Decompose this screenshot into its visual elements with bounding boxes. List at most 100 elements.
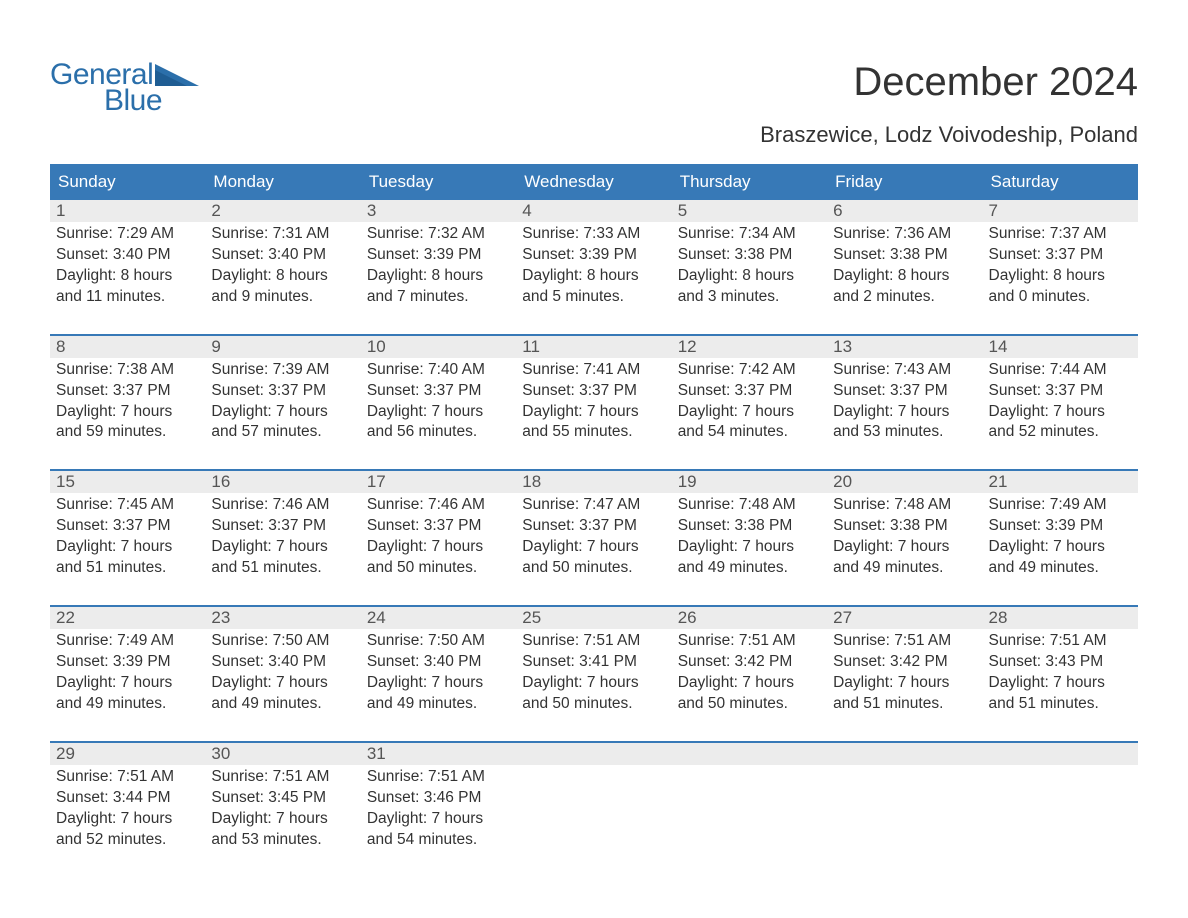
detail-d2: and 51 minutes. bbox=[989, 694, 1130, 715]
detail-d2: and 53 minutes. bbox=[833, 422, 974, 443]
day-number: 18 bbox=[516, 471, 671, 493]
detail-d1: Daylight: 7 hours bbox=[833, 673, 974, 694]
day-detail bbox=[983, 765, 1138, 851]
daynum-row: 293031 bbox=[50, 743, 1138, 765]
detail-sr: Sunrise: 7:37 AM bbox=[989, 224, 1130, 245]
detail-d1: Daylight: 7 hours bbox=[989, 402, 1130, 423]
detail-d2: and 49 minutes. bbox=[989, 558, 1130, 579]
detail-d1: Daylight: 7 hours bbox=[989, 537, 1130, 558]
detail-sr: Sunrise: 7:45 AM bbox=[56, 495, 197, 516]
day-detail: Sunrise: 7:49 AMSunset: 3:39 PMDaylight:… bbox=[50, 629, 205, 715]
detail-d2: and 50 minutes. bbox=[678, 694, 819, 715]
detail-d1: Daylight: 7 hours bbox=[833, 537, 974, 558]
detail-row: Sunrise: 7:38 AMSunset: 3:37 PMDaylight:… bbox=[50, 358, 1138, 470]
logo: General Blue bbox=[50, 60, 199, 116]
detail-d1: Daylight: 7 hours bbox=[211, 537, 352, 558]
day-detail: Sunrise: 7:49 AMSunset: 3:39 PMDaylight:… bbox=[983, 493, 1138, 579]
day-detail: Sunrise: 7:48 AMSunset: 3:38 PMDaylight:… bbox=[672, 493, 827, 579]
detail-ss: Sunset: 3:44 PM bbox=[56, 788, 197, 809]
detail-row: Sunrise: 7:29 AMSunset: 3:40 PMDaylight:… bbox=[50, 222, 1138, 334]
detail-d1: Daylight: 8 hours bbox=[522, 266, 663, 287]
detail-sr: Sunrise: 7:47 AM bbox=[522, 495, 663, 516]
detail-sr: Sunrise: 7:51 AM bbox=[522, 631, 663, 652]
detail-sr: Sunrise: 7:51 AM bbox=[678, 631, 819, 652]
detail-ss: Sunset: 3:45 PM bbox=[211, 788, 352, 809]
detail-sr: Sunrise: 7:40 AM bbox=[367, 360, 508, 381]
day-detail: Sunrise: 7:48 AMSunset: 3:38 PMDaylight:… bbox=[827, 493, 982, 579]
detail-d1: Daylight: 7 hours bbox=[211, 809, 352, 830]
detail-d1: Daylight: 7 hours bbox=[56, 402, 197, 423]
detail-ss: Sunset: 3:37 PM bbox=[833, 381, 974, 402]
daynum-row: 22232425262728 bbox=[50, 607, 1138, 629]
day-number: 12 bbox=[672, 336, 827, 358]
detail-row: Sunrise: 7:45 AMSunset: 3:37 PMDaylight:… bbox=[50, 493, 1138, 605]
detail-d1: Daylight: 7 hours bbox=[56, 809, 197, 830]
detail-d1: Daylight: 7 hours bbox=[56, 673, 197, 694]
day-number: 27 bbox=[827, 607, 982, 629]
detail-row: Sunrise: 7:51 AMSunset: 3:44 PMDaylight:… bbox=[50, 765, 1138, 861]
day-detail: Sunrise: 7:43 AMSunset: 3:37 PMDaylight:… bbox=[827, 358, 982, 444]
detail-ss: Sunset: 3:39 PM bbox=[56, 652, 197, 673]
detail-d2: and 49 minutes. bbox=[678, 558, 819, 579]
day-number: 1 bbox=[50, 200, 205, 222]
week-row: 15161718192021Sunrise: 7:45 AMSunset: 3:… bbox=[50, 469, 1138, 605]
day-number: 5 bbox=[672, 200, 827, 222]
day-detail: Sunrise: 7:51 AMSunset: 3:42 PMDaylight:… bbox=[827, 629, 982, 715]
detail-ss: Sunset: 3:38 PM bbox=[833, 245, 974, 266]
detail-ss: Sunset: 3:37 PM bbox=[367, 381, 508, 402]
detail-d2: and 52 minutes. bbox=[56, 830, 197, 851]
day-detail: Sunrise: 7:37 AMSunset: 3:37 PMDaylight:… bbox=[983, 222, 1138, 308]
detail-d2: and 52 minutes. bbox=[989, 422, 1130, 443]
page-title: December 2024 bbox=[853, 60, 1138, 105]
day-detail: Sunrise: 7:33 AMSunset: 3:39 PMDaylight:… bbox=[516, 222, 671, 308]
detail-d2: and 53 minutes. bbox=[211, 830, 352, 851]
day-detail: Sunrise: 7:51 AMSunset: 3:41 PMDaylight:… bbox=[516, 629, 671, 715]
day-header: Thursday bbox=[672, 166, 827, 198]
day-detail: Sunrise: 7:51 AMSunset: 3:43 PMDaylight:… bbox=[983, 629, 1138, 715]
detail-sr: Sunrise: 7:31 AM bbox=[211, 224, 352, 245]
day-number: 25 bbox=[516, 607, 671, 629]
detail-d1: Daylight: 7 hours bbox=[211, 402, 352, 423]
detail-ss: Sunset: 3:37 PM bbox=[56, 381, 197, 402]
day-header: Monday bbox=[205, 166, 360, 198]
detail-sr: Sunrise: 7:32 AM bbox=[367, 224, 508, 245]
detail-ss: Sunset: 3:46 PM bbox=[367, 788, 508, 809]
day-detail: Sunrise: 7:36 AMSunset: 3:38 PMDaylight:… bbox=[827, 222, 982, 308]
day-detail: Sunrise: 7:45 AMSunset: 3:37 PMDaylight:… bbox=[50, 493, 205, 579]
detail-d2: and 7 minutes. bbox=[367, 287, 508, 308]
detail-d1: Daylight: 7 hours bbox=[367, 809, 508, 830]
day-detail: Sunrise: 7:41 AMSunset: 3:37 PMDaylight:… bbox=[516, 358, 671, 444]
detail-sr: Sunrise: 7:50 AM bbox=[211, 631, 352, 652]
detail-ss: Sunset: 3:38 PM bbox=[833, 516, 974, 537]
detail-d2: and 2 minutes. bbox=[833, 287, 974, 308]
detail-sr: Sunrise: 7:33 AM bbox=[522, 224, 663, 245]
day-header: Sunday bbox=[50, 166, 205, 198]
detail-sr: Sunrise: 7:36 AM bbox=[833, 224, 974, 245]
detail-sr: Sunrise: 7:46 AM bbox=[367, 495, 508, 516]
day-number: 4 bbox=[516, 200, 671, 222]
detail-sr: Sunrise: 7:51 AM bbox=[367, 767, 508, 788]
day-detail: Sunrise: 7:34 AMSunset: 3:38 PMDaylight:… bbox=[672, 222, 827, 308]
day-detail bbox=[672, 765, 827, 851]
day-number bbox=[672, 743, 827, 765]
day-detail: Sunrise: 7:51 AMSunset: 3:42 PMDaylight:… bbox=[672, 629, 827, 715]
detail-ss: Sunset: 3:40 PM bbox=[56, 245, 197, 266]
day-number: 28 bbox=[983, 607, 1138, 629]
day-number: 13 bbox=[827, 336, 982, 358]
detail-sr: Sunrise: 7:48 AM bbox=[678, 495, 819, 516]
day-number: 11 bbox=[516, 336, 671, 358]
detail-d1: Daylight: 8 hours bbox=[56, 266, 197, 287]
day-detail: Sunrise: 7:50 AMSunset: 3:40 PMDaylight:… bbox=[205, 629, 360, 715]
daynum-row: 15161718192021 bbox=[50, 471, 1138, 493]
detail-d2: and 56 minutes. bbox=[367, 422, 508, 443]
detail-d1: Daylight: 7 hours bbox=[678, 537, 819, 558]
logo-text-blue: Blue bbox=[104, 86, 199, 116]
day-header: Saturday bbox=[983, 166, 1138, 198]
detail-d2: and 50 minutes. bbox=[522, 558, 663, 579]
detail-d1: Daylight: 7 hours bbox=[989, 673, 1130, 694]
detail-ss: Sunset: 3:42 PM bbox=[678, 652, 819, 673]
day-number: 23 bbox=[205, 607, 360, 629]
day-detail: Sunrise: 7:46 AMSunset: 3:37 PMDaylight:… bbox=[205, 493, 360, 579]
day-detail: Sunrise: 7:47 AMSunset: 3:37 PMDaylight:… bbox=[516, 493, 671, 579]
detail-d2: and 50 minutes. bbox=[367, 558, 508, 579]
